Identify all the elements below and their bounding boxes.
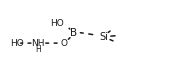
Text: HO: HO [10, 39, 24, 48]
Text: HO: HO [50, 19, 64, 28]
Text: NH: NH [32, 39, 45, 48]
Text: H: H [36, 45, 41, 54]
Text: O: O [61, 39, 68, 48]
Text: Si: Si [99, 32, 108, 42]
Text: B: B [70, 28, 77, 38]
